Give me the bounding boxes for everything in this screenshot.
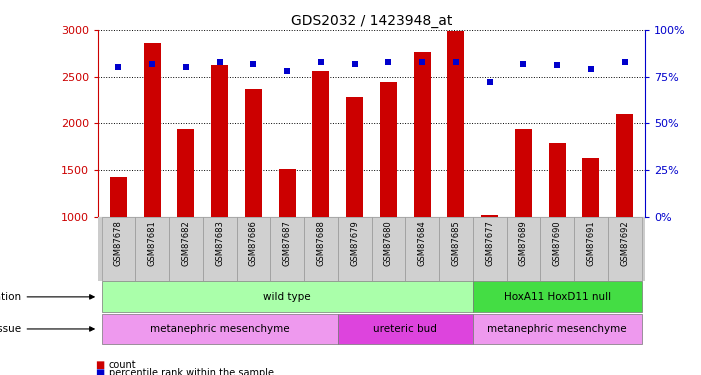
Text: GSM87691: GSM87691 <box>587 220 595 266</box>
Bar <box>110 177 127 217</box>
Bar <box>616 114 633 217</box>
Bar <box>447 31 464 217</box>
Bar <box>472 217 507 281</box>
Text: GSM87681: GSM87681 <box>148 220 156 266</box>
Bar <box>380 82 397 217</box>
Bar <box>346 97 363 217</box>
Bar <box>102 217 135 281</box>
Bar <box>338 217 372 281</box>
Point <box>416 59 428 65</box>
Text: GSM87680: GSM87680 <box>384 220 393 266</box>
Bar <box>472 314 641 344</box>
Bar <box>144 43 161 217</box>
Point <box>282 68 293 74</box>
Point <box>315 59 327 65</box>
Text: genotype/variation: genotype/variation <box>0 292 94 302</box>
Point <box>552 63 563 69</box>
Text: GSM87687: GSM87687 <box>283 220 292 266</box>
Text: GSM87679: GSM87679 <box>350 220 359 266</box>
Text: HoxA11 HoxD11 null: HoxA11 HoxD11 null <box>503 292 611 302</box>
Bar <box>279 169 296 217</box>
Bar <box>608 217 641 281</box>
Bar <box>135 217 169 281</box>
Text: GSM87677: GSM87677 <box>485 220 494 266</box>
Text: percentile rank within the sample: percentile rank within the sample <box>109 368 273 375</box>
Text: ■: ■ <box>95 368 104 375</box>
Bar <box>177 129 194 217</box>
Bar <box>549 143 566 217</box>
Bar <box>574 217 608 281</box>
Bar <box>313 71 329 217</box>
Text: metanephric mesenchyme: metanephric mesenchyme <box>487 324 627 334</box>
Text: GSM87692: GSM87692 <box>620 220 629 266</box>
Point <box>484 79 496 85</box>
Point <box>180 64 191 70</box>
Text: tissue: tissue <box>0 324 94 334</box>
Text: metanephric mesenchyme: metanephric mesenchyme <box>150 324 290 334</box>
Bar <box>583 158 599 217</box>
Text: GSM87684: GSM87684 <box>418 220 427 266</box>
Point <box>383 59 394 65</box>
Text: count: count <box>109 360 136 370</box>
Text: GSM87690: GSM87690 <box>552 220 562 266</box>
Title: GDS2032 / 1423948_at: GDS2032 / 1423948_at <box>291 13 452 28</box>
Point <box>147 61 158 67</box>
Point <box>214 59 225 65</box>
Bar <box>236 217 271 281</box>
Bar <box>102 282 472 312</box>
Text: GSM87683: GSM87683 <box>215 220 224 266</box>
Bar <box>507 217 540 281</box>
Bar <box>304 217 338 281</box>
Bar <box>245 89 262 217</box>
Bar <box>372 217 405 281</box>
Bar <box>405 217 439 281</box>
Point <box>450 59 461 65</box>
Text: GSM87686: GSM87686 <box>249 220 258 266</box>
Bar <box>169 217 203 281</box>
Text: GSM87689: GSM87689 <box>519 220 528 266</box>
Bar <box>540 217 574 281</box>
Point <box>113 64 124 70</box>
Text: ureteric bud: ureteric bud <box>374 324 437 334</box>
Bar <box>472 282 641 312</box>
Text: ■: ■ <box>95 360 104 370</box>
Bar <box>102 314 338 344</box>
Bar <box>203 217 236 281</box>
Bar <box>271 217 304 281</box>
Point <box>585 66 597 72</box>
Text: GSM87678: GSM87678 <box>114 220 123 266</box>
Bar <box>439 217 472 281</box>
Point <box>518 61 529 67</box>
Text: GSM87685: GSM87685 <box>451 220 461 266</box>
Text: GSM87682: GSM87682 <box>182 220 191 266</box>
Text: wild type: wild type <box>264 292 311 302</box>
Point <box>349 61 360 67</box>
Bar <box>338 314 472 344</box>
Bar <box>515 129 532 217</box>
Text: GSM87688: GSM87688 <box>316 220 325 266</box>
Bar <box>414 53 430 217</box>
Bar <box>481 215 498 217</box>
Point <box>247 61 259 67</box>
Point <box>619 59 630 65</box>
Bar <box>211 66 228 217</box>
